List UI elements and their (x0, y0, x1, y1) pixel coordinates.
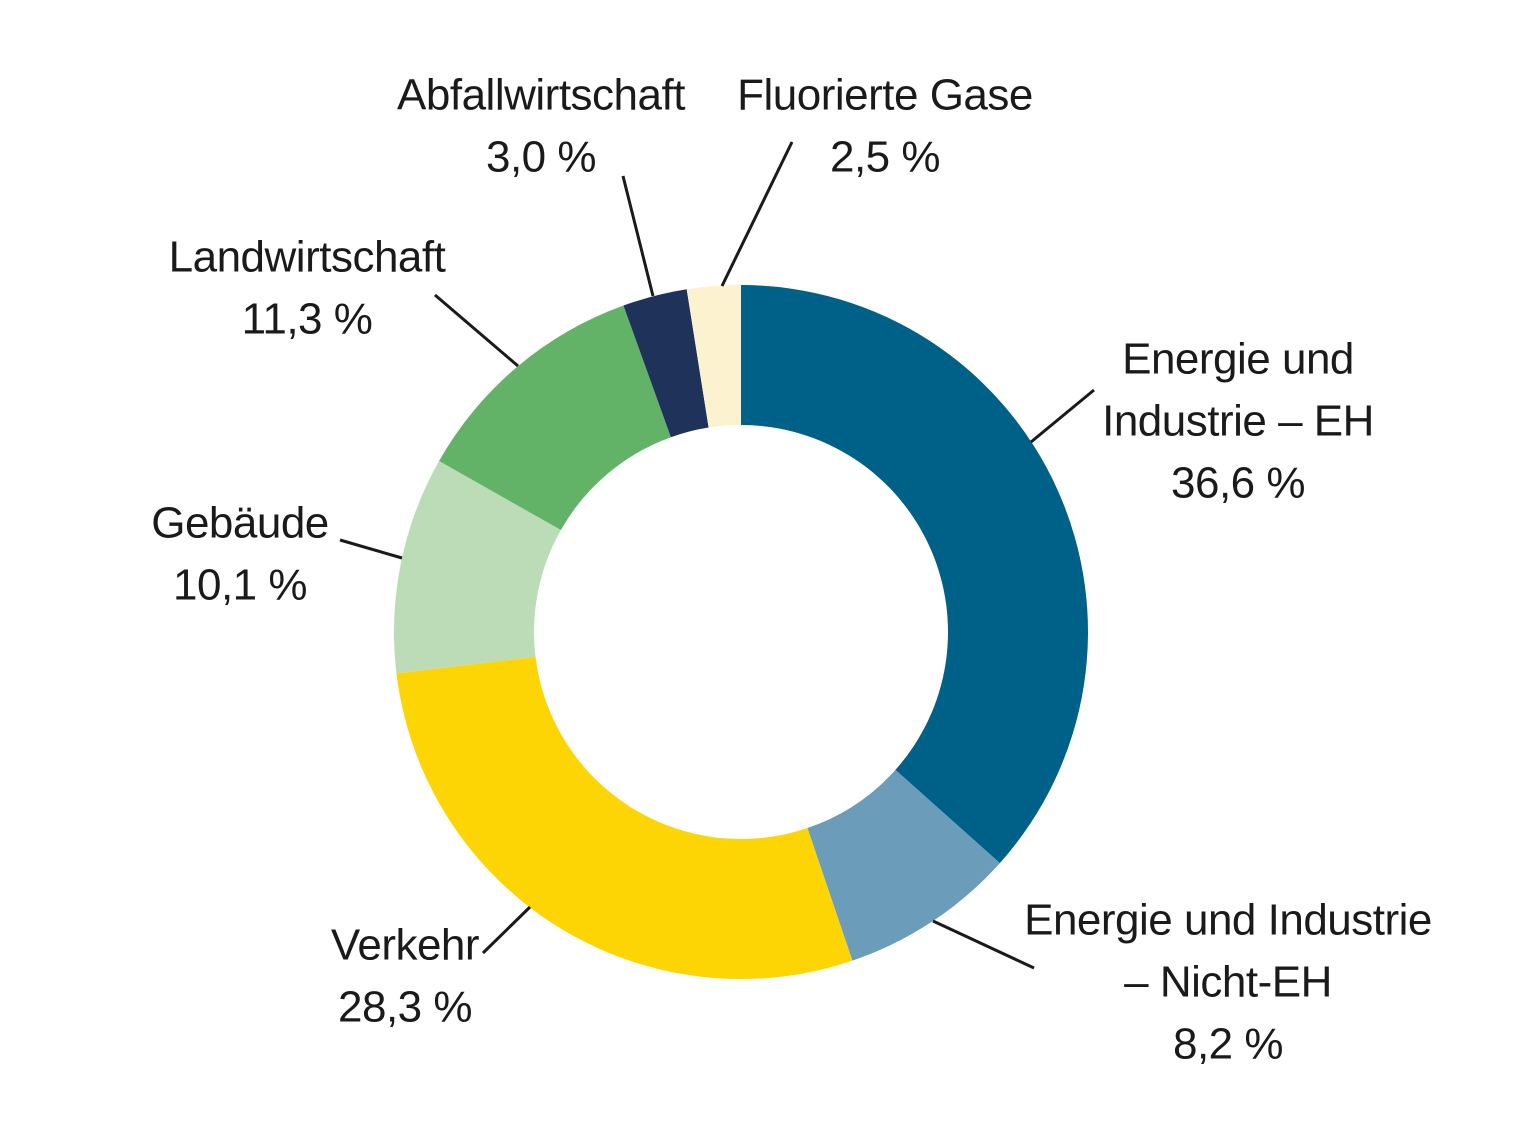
leader-line-2 (481, 905, 532, 955)
leader-line-3 (339, 538, 403, 560)
donut-slice-0 (741, 285, 1088, 864)
data-label-value-0: 36,6 % (1171, 459, 1305, 508)
data-label-value-1: 8,2 % (1173, 1020, 1283, 1069)
data-label-name-3: Gebäude (151, 499, 329, 548)
data-label-name-5: Abfallwirtschaft (397, 71, 685, 120)
leader-line-5 (621, 175, 655, 297)
data-label-name-6: Fluorierte Gase (737, 71, 1033, 120)
data-label-value-4: 11,3 % (242, 295, 373, 344)
donut-slice-2 (396, 656, 853, 980)
donut-slice-4 (439, 305, 671, 531)
donut-slice-1 (807, 769, 1000, 961)
data-label-name-4: Landwirtschaft (169, 233, 446, 282)
donut-slice-3 (393, 461, 561, 674)
data-label-value-6: 2,5 % (830, 133, 940, 182)
data-label-value-5: 3,0 % (486, 133, 596, 182)
data-label-name-1: Energie und Industrie (1024, 896, 1432, 945)
donut-slice-6 (686, 285, 741, 428)
leader-line-1 (932, 919, 1035, 970)
donut-slice-5 (623, 289, 709, 438)
leader-line-6 (720, 141, 794, 287)
data-label-name-1: – Nicht-EH (1124, 958, 1332, 1007)
labels-group: Energie und Industrie – EH 36,6 % Energie u… (151, 71, 1432, 1069)
leader-lines-group (339, 141, 1095, 970)
data-label-value-3: 10,1 % (173, 561, 307, 610)
leader-line-4 (434, 293, 519, 368)
data-label-name-2: Verkehr (331, 921, 479, 970)
data-label-name-0: Industrie – EH (1102, 397, 1374, 446)
leader-line-0 (1030, 388, 1095, 444)
data-label-value-2: 28,3 % (338, 983, 472, 1032)
data-label-name-0: Energie und (1122, 335, 1354, 384)
slices-group (393, 285, 1088, 980)
